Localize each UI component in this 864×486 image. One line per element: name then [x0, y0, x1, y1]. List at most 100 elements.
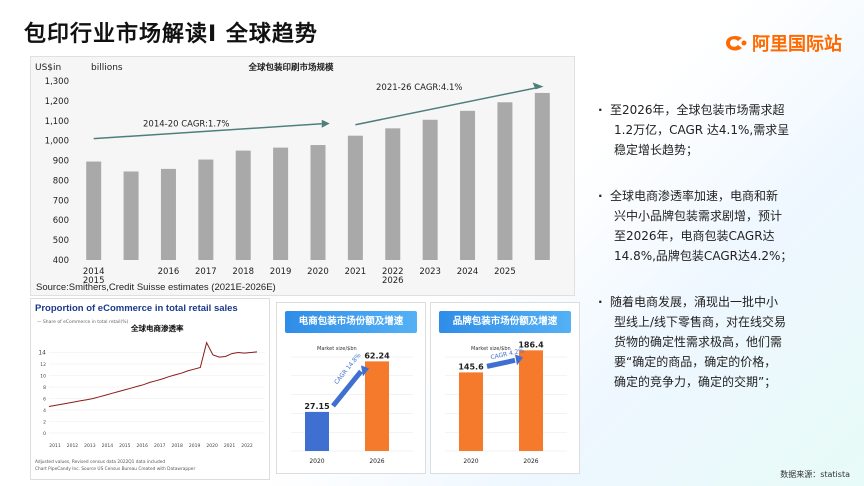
logo: 阿里国际站: [722, 30, 842, 56]
y-unit-right: billions: [91, 63, 123, 73]
bar: [365, 361, 389, 451]
y-tick-label: 0: [43, 431, 46, 437]
x-tick-label: 2025: [494, 267, 516, 277]
y-tick-label: 1,000: [45, 137, 69, 147]
bullet-line: 14.8%,品牌包装CAGR达4.2%；: [614, 249, 793, 263]
bullet-list: 至2026年，全球包装市场需求超 1.2万亿，CAGR 达4.1%,需求呈 稳定…: [596, 100, 846, 418]
global-packaging-chart: US$in billions 全球包装印刷市场规模 400 500 600 700 800 90…: [30, 56, 575, 296]
value-label: 145.6: [458, 362, 484, 371]
x-tick-label: 2023: [419, 267, 441, 277]
trend-arrowhead: [321, 119, 330, 128]
bullet-line: 兴中小品牌包装需求剧增，预计: [614, 209, 783, 223]
x-tick-label: 2022: [382, 267, 404, 277]
y-tick-label: 2: [43, 420, 46, 426]
bar: [273, 147, 289, 260]
y-tick-label: 12: [40, 362, 46, 368]
y-tick-label: 500: [53, 236, 69, 246]
x-tick-label: 2020: [307, 267, 329, 277]
cagr-arrowhead: [361, 365, 369, 377]
y-tick-label: 700: [53, 196, 69, 206]
trend-line: [355, 86, 539, 126]
bar: [123, 171, 139, 260]
bar: [235, 150, 251, 260]
y-unit-left: US$in: [35, 63, 61, 73]
x-tick-label: 2026: [382, 276, 404, 286]
alibaba-logo-icon: [726, 35, 747, 51]
brand-packaging-chart: 品牌包装市场份额及增速 Market size/$bn 145.6 2020 186.…: [430, 302, 580, 474]
x-tick-label: 2021: [345, 267, 367, 277]
y-tick-label: 6: [43, 397, 46, 403]
bullet-line: 全球电商渗透率加速，电商和新: [610, 189, 779, 203]
ecommerce-share-chart: Proportion of eCommerce in total retail …: [30, 298, 270, 480]
x-tick-label: 2011: [49, 443, 61, 449]
y-tick-label: 8: [43, 385, 46, 391]
value-label: 186.4: [518, 340, 544, 349]
ecommerce-chart-svg: — Share of eCommerce in total retail(%)全…: [35, 319, 265, 472]
ecommerce-inner-title: 全球电商渗透率: [130, 323, 184, 333]
x-tick-label: 2017: [154, 443, 166, 449]
y-tick-label: 900: [53, 157, 69, 167]
value-label: 62.24: [364, 351, 390, 360]
value-label: 27.15: [304, 402, 330, 411]
x-tick-label: 2024: [457, 267, 479, 277]
bullet-line: 稳定增长趋势；: [614, 143, 699, 157]
y-tick-label: 4: [43, 408, 46, 414]
bar: [385, 128, 401, 260]
ecommerce-subtitle: — Share of eCommerce in total retail(%): [37, 319, 129, 325]
trend-line: [93, 123, 322, 140]
ecommerce-footnote: Chart PipeCandy Inc. Source US Census Bu…: [35, 466, 195, 472]
chart-title: 全球包装印刷市场规模: [247, 62, 334, 73]
bullet-3: 随着电商发展，涌现出一批中小 型线上/线下零售商，对在线交易 货物的确定性需求极…: [596, 292, 846, 392]
y-axis-label: Market size/$bn: [317, 346, 357, 352]
brand-packaging-title: 品牌包装市场份额及增速: [439, 311, 571, 333]
ecommerce-packaging-title: 电商包装市场份额及增速: [285, 311, 417, 333]
bar: [347, 135, 363, 260]
bullet-line: 1.2万亿，CAGR 达4.1%,需求呈: [614, 123, 790, 137]
bar: [422, 119, 438, 261]
y-tick-label: 10: [40, 374, 46, 380]
bar: [519, 350, 543, 451]
y-tick-label: 800: [53, 176, 69, 186]
ecommerce-footnote: Adjusted values, Revised census data 202…: [35, 459, 165, 465]
y-tick-label: 1,200: [45, 97, 69, 107]
global-packaging-chart-svg: US$in billions 全球包装印刷市场规模 400 500 600 700 800 90…: [35, 62, 550, 286]
bar: [86, 161, 102, 260]
x-tick-label: 2018: [232, 267, 254, 277]
bar: [305, 411, 329, 451]
y-tick-label: 14: [38, 350, 46, 357]
x-tick-label: 2017: [195, 267, 217, 277]
bullet-1: 至2026年，全球包装市场需求超 1.2万亿，CAGR 达4.1%,需求呈 稳定…: [596, 100, 846, 160]
bar: [534, 92, 550, 260]
y-tick-label: 600: [53, 216, 69, 226]
bullet-line: 至2026年，全球包装市场需求超: [610, 103, 785, 117]
bullet-line: 确定的竞争力，确定的交期”；: [614, 375, 777, 389]
x-tick-label: 2015: [83, 276, 105, 286]
bar: [160, 168, 176, 260]
x-tick-label: 2020: [309, 458, 324, 465]
x-tick-label: 2012: [67, 443, 79, 449]
source-line: Source:Smithers,Credit Suisse estimates …: [36, 282, 276, 293]
ecommerce-line: [48, 341, 258, 407]
bar: [459, 372, 483, 451]
cagr-arrow: [486, 357, 516, 369]
ecommerce-packaging-chart: 电商包装市场份额及增速 Market size/$bn 27.15 2020 62.2…: [276, 302, 426, 474]
logo-text: 阿里国际站: [752, 34, 842, 55]
y-axis-label: Market size/$bn: [471, 346, 511, 352]
bullet-2: 全球电商渗透率加速，电商和新 兴中小品牌包装需求剧增，预计 至2026年，电商包…: [596, 186, 846, 266]
x-tick-label: 2022: [241, 443, 253, 449]
x-tick-label: 2020: [206, 443, 218, 449]
bullet-line: 要“确定的商品，确定的价格，: [614, 355, 777, 369]
x-tick-label: 2019: [189, 443, 201, 449]
y-tick-label: 400: [53, 256, 69, 266]
bullet-line: 货物的确定性需求极高，他们需: [614, 335, 783, 349]
slide-title: 包印行业市场解读I 全球趋势: [24, 22, 318, 47]
x-tick-label: 2026: [523, 458, 538, 465]
x-tick-label: 2014: [83, 267, 105, 277]
x-tick-label: 2015: [119, 443, 131, 449]
x-tick-label: 2018: [171, 443, 183, 449]
bar: [497, 102, 513, 260]
x-tick-label: 2020: [463, 458, 478, 465]
x-tick-label: 2026: [369, 458, 384, 465]
cagr-arrowhead: [515, 354, 523, 366]
